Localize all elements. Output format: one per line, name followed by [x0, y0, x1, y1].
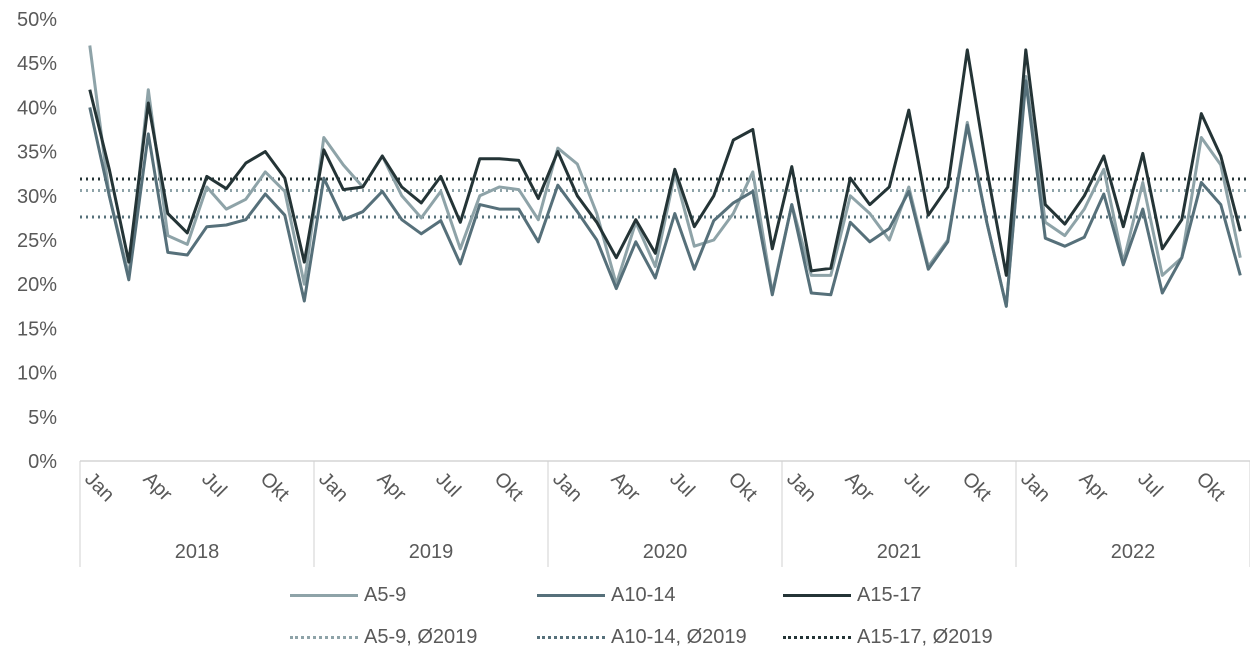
legend-item-a10-14: A10-14 [537, 584, 676, 607]
x-tick-label: Jul [197, 468, 231, 502]
y-tick-label: 45% [17, 53, 57, 75]
x-tick-label: Jan [1016, 468, 1054, 506]
x-tick-label: Jul [1133, 468, 1167, 502]
legend-label: A5-9 [364, 584, 407, 606]
legend-swatch [290, 594, 358, 597]
y-tick-label: 50% [17, 9, 57, 31]
x-tick-label: Apr [607, 468, 645, 506]
x-tick-label: Jan [548, 468, 586, 506]
legend-swatch [290, 636, 358, 639]
x-tick-label: Jul [899, 468, 933, 502]
x-axis-labels: Jan Apr Jul Okt 2018 Jan Apr Jul Okt 2019 Jan Apr Ju… [80, 468, 1229, 563]
year-label: 2020 [643, 541, 688, 563]
legend-item-a15-17-avg2019: A15-17, Ø2019 [783, 626, 993, 649]
y-tick-label: 15% [17, 318, 57, 340]
x-tick-label: Apr [139, 468, 177, 506]
y-tick-label: 40% [17, 97, 57, 119]
legend-item-a5-9-avg2019: A5-9, Ø2019 [290, 626, 477, 649]
year-label: 2019 [409, 541, 454, 563]
y-tick-label: 20% [17, 274, 57, 296]
x-tick-label: Apr [1075, 468, 1113, 506]
x-tick-label: Okt [958, 468, 996, 506]
legend-swatch [537, 594, 605, 597]
series-line [88, 45, 1242, 308]
series-lines [88, 45, 1242, 308]
year-label: 2022 [1111, 541, 1156, 563]
legend-label: A10-14 [611, 584, 676, 606]
y-tick-label: 10% [17, 363, 57, 385]
legend-item-a5-9: A5-9 [290, 584, 406, 607]
chart-legend: A5-9 A10-14 A15-17 A5-9, Ø2019 A10-14, Ø… [0, 580, 1250, 657]
legend-swatch [783, 636, 851, 639]
y-tick-label: 0% [28, 451, 57, 473]
x-tick-label: Jul [431, 468, 465, 502]
series-line [88, 79, 1242, 308]
y-tick-label: 5% [28, 407, 57, 429]
y-tick-label: 25% [17, 230, 57, 252]
legend-swatch [783, 594, 851, 597]
line-chart: 0% 5% 10% 15% 20% 25% 30% 35% 40% 45% 50% Jan Apr Ju… [17, 9, 1250, 567]
legend-item-a10-14-avg2019: A10-14, Ø2019 [537, 626, 747, 649]
legend-item-a15-17: A15-17 [783, 584, 922, 607]
legend-label: A5-9, Ø2019 [364, 626, 478, 648]
series-line [88, 48, 1242, 277]
legend-swatch [537, 636, 605, 639]
y-axis-ticks: 0% 5% 10% 15% 20% 25% 30% 35% 40% 45% 50% [17, 9, 57, 473]
x-tick-label: Okt [724, 468, 762, 506]
legend-label: A10-14, Ø2019 [611, 626, 747, 648]
x-tick-label: Apr [373, 468, 411, 506]
x-tick-label: Jan [782, 468, 820, 506]
x-tick-label: Okt [1192, 468, 1230, 506]
x-tick-label: Okt [256, 468, 294, 506]
x-tick-label: Okt [490, 468, 528, 506]
x-tick-label: Apr [841, 468, 879, 506]
year-label: 2018 [175, 541, 220, 563]
year-label: 2021 [877, 541, 922, 563]
y-tick-label: 30% [17, 186, 57, 208]
x-tick-label: Jan [314, 468, 352, 506]
legend-label: A15-17 [857, 584, 922, 606]
x-tick-label: Jul [665, 468, 699, 502]
y-tick-label: 35% [17, 142, 57, 164]
x-tick-label: Jan [80, 468, 118, 506]
x-axis [79, 460, 1250, 567]
legend-label: A15-17, Ø2019 [857, 626, 993, 648]
